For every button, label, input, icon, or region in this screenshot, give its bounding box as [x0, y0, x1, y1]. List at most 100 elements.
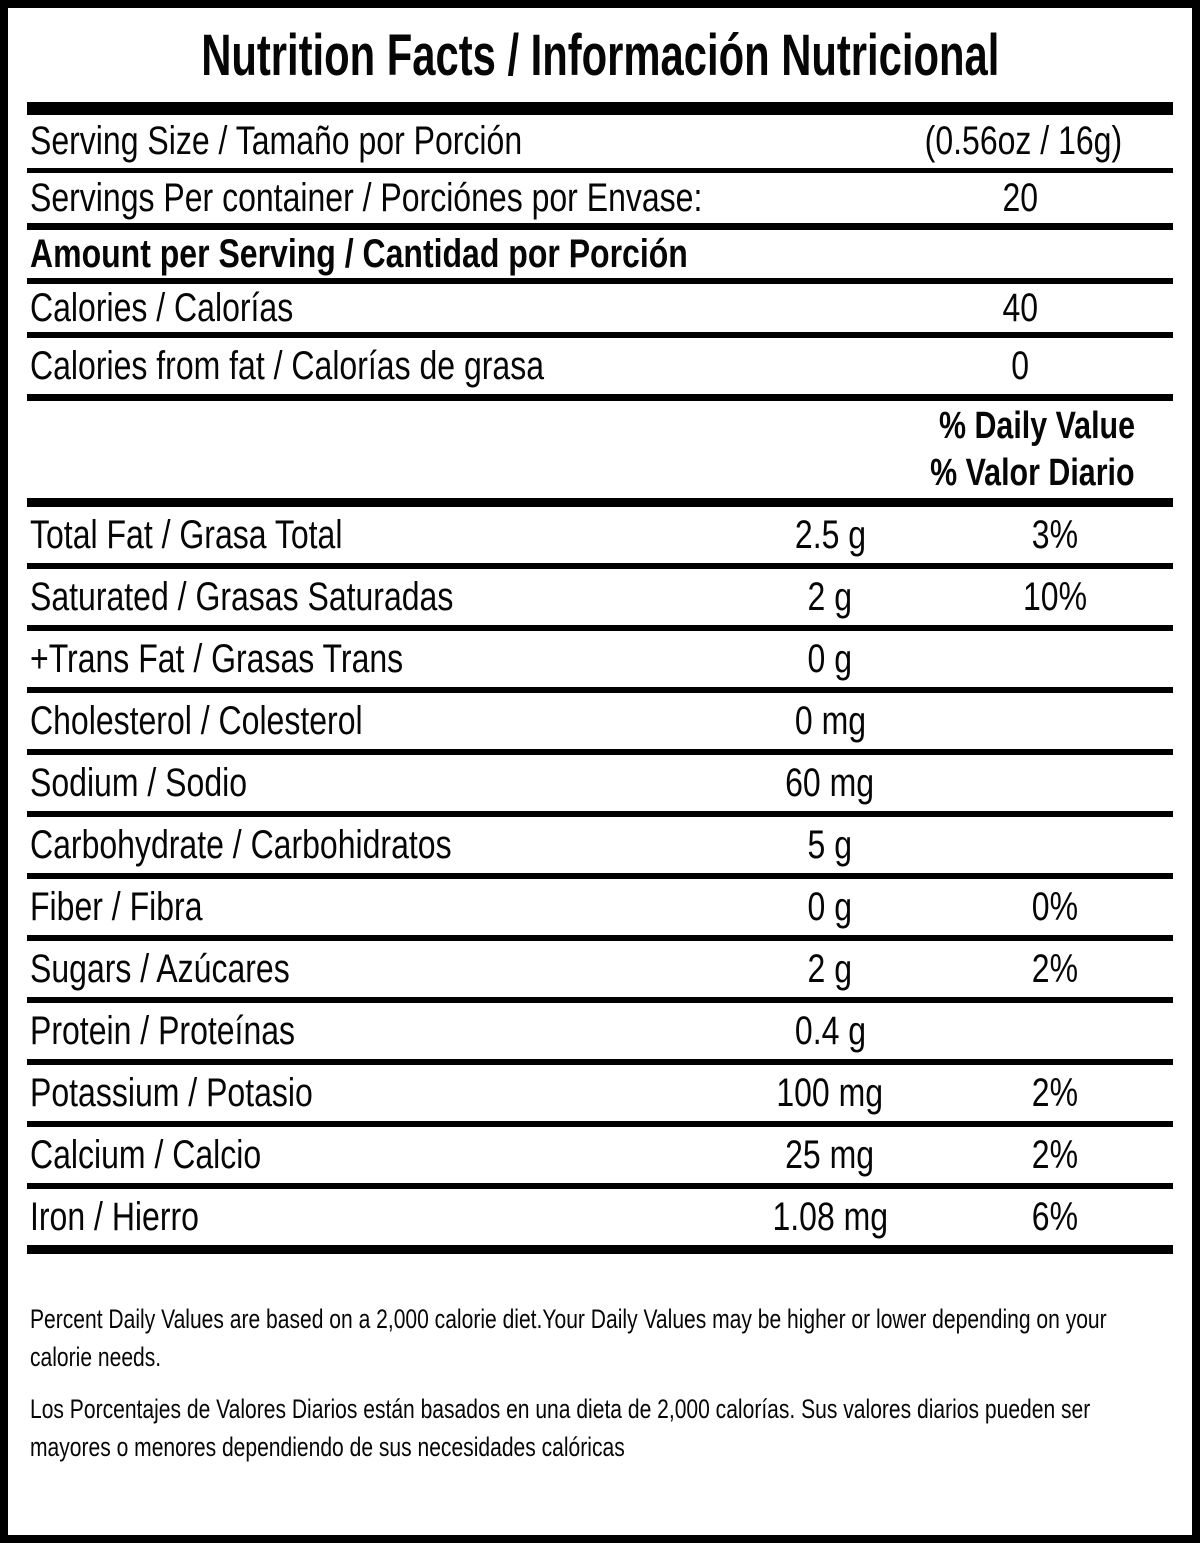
servings-per-container-value: 20: [1002, 175, 1038, 220]
label-content: Nutrition Facts / Información Nutriciona…: [27, 8, 1173, 1466]
nutrient-dv: 3%: [1031, 512, 1079, 557]
calories-label-cell: Calories / Calorías: [27, 286, 900, 331]
nutrient-label-cell: Iron / Hierro: [27, 1195, 700, 1240]
nutrient-label: Saturated / Grasas Saturadas: [30, 574, 454, 619]
footnote-english-line-2: calorie needs.: [30, 1338, 1170, 1376]
nutrient-label-cell: Potassium / Potasio: [27, 1071, 700, 1116]
amount-per-serving-cell: Amount per Serving / Cantidad por Porció…: [27, 232, 1173, 277]
row-sodium: Sodium / Sodio 60 mg: [27, 755, 1173, 817]
nutrient-label-cell: Carbohydrate / Carbohidratos: [27, 823, 700, 868]
calories-from-fat-row: Calories from fat / Calorías de grasa 0: [27, 338, 1173, 401]
nutrient-label: Sugars / Azúcares: [30, 946, 290, 991]
row-calcium: Calcium / Calcio 25 mg 2%: [27, 1127, 1173, 1189]
serving-size-label-cell: Serving Size / Tamaño por Porción: [27, 119, 900, 164]
nutrient-label-cell: Total Fat / Grasa Total: [27, 513, 700, 558]
nutrient-amount-cell: 2 g: [700, 947, 960, 992]
nutrient-dv: 2%: [1031, 1132, 1079, 1177]
nutrient-amount: 100 mg: [776, 1070, 884, 1115]
daily-value-header-es: % Valor Diario: [930, 451, 1135, 494]
row-fiber: Fiber / Fibra 0 g 0%: [27, 879, 1173, 941]
calories-value-cell: 40: [900, 286, 1140, 331]
serving-size-value-cell: (0.56oz / 16g): [900, 119, 1140, 164]
row-sugars: Sugars / Azúcares 2 g 2%: [27, 941, 1173, 1003]
nutrient-label: Cholesterol / Colesterol: [30, 698, 363, 743]
serving-size-row: Serving Size / Tamaño por Porción (0.56o…: [27, 115, 1173, 173]
nutrient-label-cell: Cholesterol / Colesterol: [27, 699, 700, 744]
nutrient-label-cell: +Trans Fat / Grasas Trans: [27, 637, 700, 682]
nutrient-label: Protein / Proteínas: [30, 1008, 296, 1053]
footnote-spanish-line-1: Los Porcentajes de Valores Diarios están…: [30, 1390, 1170, 1428]
nutrient-label: +Trans Fat / Grasas Trans: [30, 636, 404, 681]
nutrient-dv: 2%: [1031, 1070, 1079, 1115]
footnote-english: Percent Daily Values are based on a 2,00…: [30, 1300, 1170, 1376]
nutrient-amount: 1.08 mg: [772, 1194, 888, 1239]
nutrient-amount: 2 g: [807, 574, 853, 619]
nutrient-dv: 6%: [1031, 1194, 1079, 1239]
footnote-text: Percent Daily Values are based on a 2,00…: [30, 1304, 1107, 1334]
nutrient-amount-cell: 0 mg: [700, 699, 960, 744]
footnote-english-line-1: Percent Daily Values are based on a 2,00…: [30, 1300, 1170, 1338]
footnotes: Percent Daily Values are based on a 2,00…: [27, 1254, 1173, 1466]
nutrient-dv: 10%: [1022, 574, 1088, 619]
nutrient-dv-cell: 3%: [960, 513, 1150, 558]
nutrient-label: Potassium / Potasio: [30, 1070, 313, 1115]
serving-size-label: Serving Size / Tamaño por Porción: [30, 119, 523, 163]
nutrient-amount: 0 mg: [794, 698, 866, 743]
nutrient-dv-cell: 0%: [960, 885, 1150, 930]
nutrient-dv-cell: [960, 823, 1150, 868]
nutrient-amount: 60 mg: [785, 760, 875, 805]
nutrient-amount-cell: 0 g: [700, 637, 960, 682]
nutrient-dv-cell: [960, 637, 1150, 682]
nutrient-dv: 0%: [1031, 884, 1079, 929]
nutrient-label-cell: Sugars / Azúcares: [27, 947, 700, 992]
calories-from-fat-label-cell: Calories from fat / Calorías de grasa: [27, 344, 900, 389]
nutrient-dv-cell: 2%: [960, 1071, 1150, 1116]
nutrient-dv-cell: 10%: [960, 575, 1150, 620]
row-saturated-fat: Saturated / Grasas Saturadas 2 g 10%: [27, 569, 1173, 631]
nutrient-label: Calcium / Calcio: [30, 1132, 262, 1177]
nutrient-amount: 0.4 g: [794, 1008, 866, 1053]
nutrient-dv-cell: 2%: [960, 1133, 1150, 1178]
title-divider-bar: [27, 102, 1173, 115]
servings-per-container-row: Servings Per container / Porciónes por E…: [27, 173, 1173, 230]
row-iron: Iron / Hierro 1.08 mg 6%: [27, 1189, 1173, 1254]
nutrient-amount-cell: 0.4 g: [700, 1009, 960, 1054]
footnote-text: Los Porcentajes de Valores Diarios están…: [30, 1394, 1091, 1424]
nutrient-amount-cell: 0 g: [700, 885, 960, 930]
footnote-spanish-line-2: mayores o menores dependiendo de sus nec…: [30, 1428, 1170, 1466]
amount-per-serving-row: Amount per Serving / Cantidad por Porció…: [27, 230, 1173, 284]
nutrient-label: Fiber / Fibra: [30, 884, 203, 929]
nutrient-label-cell: Calcium / Calcio: [27, 1133, 700, 1178]
calories-label: Calories / Calorías: [30, 285, 294, 330]
servings-per-container-label: Servings Per container / Porciónes por E…: [30, 175, 703, 220]
servings-per-container-label-cell: Servings Per container / Porciónes por E…: [27, 176, 900, 221]
row-carbohydrate: Carbohydrate / Carbohidratos 5 g: [27, 817, 1173, 879]
nutrient-amount: 25 mg: [785, 1132, 875, 1177]
calories-from-fat-value-cell: 0: [900, 344, 1140, 389]
nutrient-label-cell: Fiber / Fibra: [27, 885, 700, 930]
nutrient-amount-cell: 2 g: [700, 575, 960, 620]
amount-per-serving-header: Amount per Serving / Cantidad por Porció…: [30, 231, 688, 276]
nutrient-dv-cell: [960, 761, 1150, 806]
nutrient-amount: 0 g: [807, 636, 853, 681]
label-title-block: Nutrition Facts / Información Nutriciona…: [27, 8, 1173, 102]
nutrient-dv: 2%: [1031, 946, 1079, 991]
label-title: Nutrition Facts / Información Nutriciona…: [200, 22, 1000, 88]
footnote-text: calorie needs.: [30, 1342, 162, 1372]
nutrient-label-cell: Sodium / Sodio: [27, 761, 700, 806]
nutrient-amount-cell: 60 mg: [700, 761, 960, 806]
row-protein: Protein / Proteínas 0.4 g: [27, 1003, 1173, 1065]
calories-row: Calories / Calorías 40: [27, 284, 1173, 338]
row-potassium: Potassium / Potasio 100 mg 2%: [27, 1065, 1173, 1127]
nutrient-amount: 2.5 g: [794, 512, 866, 557]
nutrient-amount-cell: 2.5 g: [700, 513, 960, 558]
nutrient-label: Sodium / Sodio: [30, 760, 248, 805]
daily-value-header-block: % Daily Value % Valor Diario: [27, 401, 1173, 507]
nutrient-amount: 0 g: [807, 884, 853, 929]
footnote-spanish: Los Porcentajes de Valores Diarios están…: [30, 1390, 1170, 1466]
calories-value: 40: [1002, 285, 1038, 330]
nutrient-amount: 5 g: [807, 822, 853, 867]
nutrient-label-cell: Saturated / Grasas Saturadas: [27, 575, 700, 620]
nutrient-dv-cell: 6%: [960, 1195, 1150, 1240]
